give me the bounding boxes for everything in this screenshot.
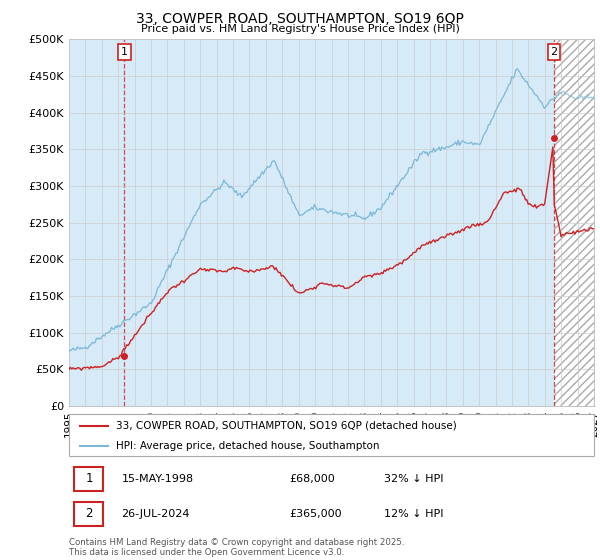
Text: 33, COWPER ROAD, SOUTHAMPTON, SO19 6QP: 33, COWPER ROAD, SOUTHAMPTON, SO19 6QP <box>136 12 464 26</box>
FancyBboxPatch shape <box>69 414 594 456</box>
Text: 2: 2 <box>85 507 93 520</box>
Text: 1: 1 <box>85 472 93 486</box>
FancyBboxPatch shape <box>74 466 103 491</box>
Text: HPI: Average price, detached house, Southampton: HPI: Average price, detached house, Sout… <box>116 441 380 451</box>
Text: 32% ↓ HPI: 32% ↓ HPI <box>384 474 443 484</box>
Text: 15-MAY-1998: 15-MAY-1998 <box>121 474 194 484</box>
FancyBboxPatch shape <box>74 502 103 526</box>
Bar <box>554 39 594 406</box>
Text: 2: 2 <box>551 47 557 57</box>
Text: Price paid vs. HM Land Registry's House Price Index (HPI): Price paid vs. HM Land Registry's House … <box>140 24 460 34</box>
Text: 33, COWPER ROAD, SOUTHAMPTON, SO19 6QP (detached house): 33, COWPER ROAD, SOUTHAMPTON, SO19 6QP (… <box>116 421 457 431</box>
Text: £68,000: £68,000 <box>290 474 335 484</box>
Bar <box>554 39 594 406</box>
Text: £365,000: £365,000 <box>290 509 342 519</box>
Text: 26-JUL-2024: 26-JUL-2024 <box>121 509 190 519</box>
Text: 1: 1 <box>121 47 128 57</box>
Text: Contains HM Land Registry data © Crown copyright and database right 2025.
This d: Contains HM Land Registry data © Crown c… <box>69 538 404 557</box>
Text: 12% ↓ HPI: 12% ↓ HPI <box>384 509 443 519</box>
